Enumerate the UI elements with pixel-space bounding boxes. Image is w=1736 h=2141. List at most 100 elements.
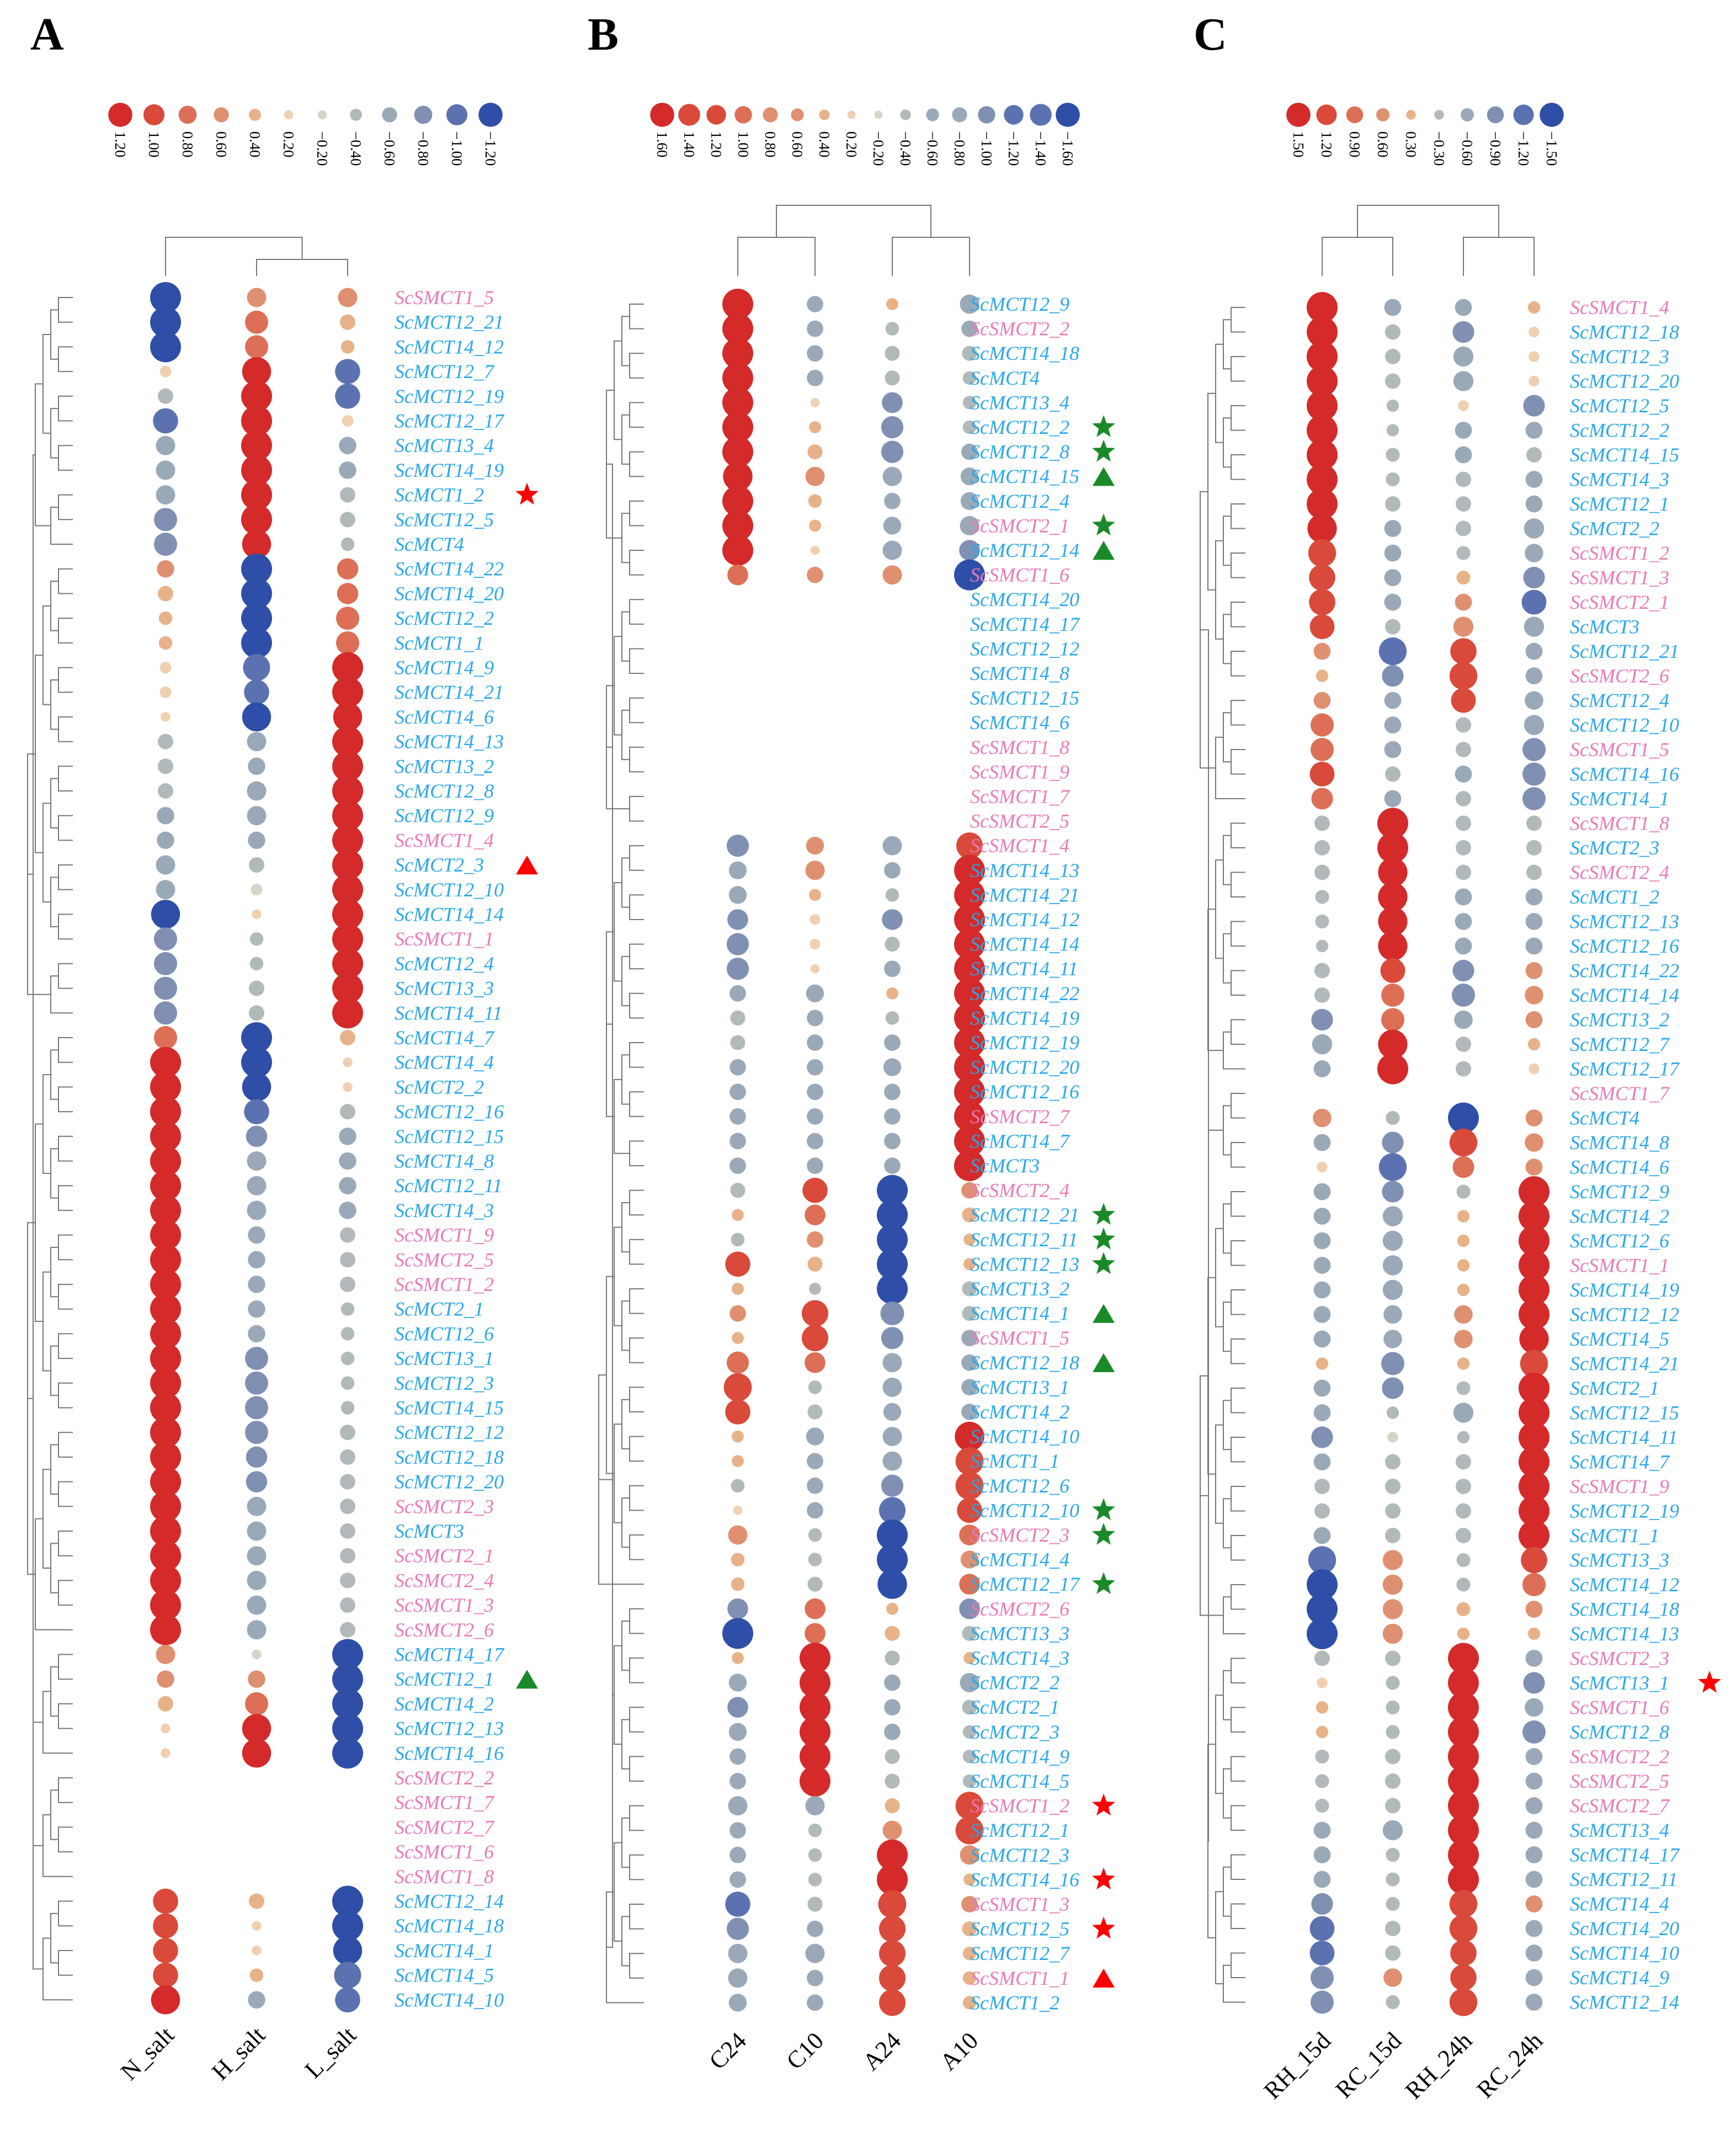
gene-label: ScSMCT1_1 [970,1967,1069,1989]
bubble [882,565,902,585]
bubble [248,1226,265,1244]
star-marker [1092,513,1115,536]
bubble [336,631,359,655]
bubble [807,1256,823,1272]
bubble [150,1392,181,1423]
legend-tick-label: 0.90 [1346,131,1363,157]
bubble [1377,832,1408,863]
gene-label: ScMCT12_3 [970,1844,1069,1866]
bubble [1377,1053,1408,1085]
bubble [1385,1454,1400,1470]
bubble [732,1209,744,1221]
bubble [805,1204,826,1226]
panel-B: B 1.60 1.40 1.20 1.00 0.80 0.60 0.40 0.20 −0.20 −0… [588,9,1115,2076]
bubble [248,1300,265,1318]
bubble [884,1108,901,1125]
bubble [1448,1717,1479,1747]
row-branch [1215,736,1239,799]
bubble [729,1773,746,1789]
legend-tick-label: −0.60 [381,131,398,166]
bubble [962,1725,977,1739]
bubble [338,288,358,307]
bubble [242,1739,271,1768]
row-branch [58,1703,66,1729]
bubble [150,1516,181,1547]
bubble [153,1888,178,1914]
bubble [1307,488,1338,519]
bubble [1386,1725,1400,1739]
gene-label: ScMCT14_19 [970,1007,1079,1029]
bubble [241,504,272,535]
column-label: A10 [935,2027,983,2075]
bubble [1529,375,1540,387]
bubble [732,1455,744,1468]
bubble [248,757,265,775]
bubble [962,1996,977,2010]
star-marker [1092,415,1115,437]
bubble [150,1170,181,1202]
bubble [728,1674,747,1692]
gene-label: ScMCT12_5 [970,1918,1069,1940]
gene-label: ScMCT14_2 [395,1693,494,1715]
row-branch [1231,454,1239,480]
bubble [153,1913,178,1938]
row-branch [1231,1019,1239,1045]
bubble [1385,1773,1400,1789]
legend-dot [1540,103,1564,127]
bubble [1315,890,1329,904]
legend-tick-label: 0.60 [213,131,230,157]
bubble [810,938,821,950]
legend-dot [1434,110,1444,120]
row-branch [1231,1535,1239,1561]
row-branch [42,1271,51,1372]
bubble [1378,931,1408,961]
row-branch [58,1333,66,1359]
bubble [1313,1208,1331,1225]
bubble [1307,415,1338,446]
bubble [885,1625,900,1641]
bubble [1314,864,1330,880]
bubble [1457,1234,1470,1247]
legend-tick-label: −1.60 [1059,131,1076,166]
bubble [244,679,269,705]
bubble [1525,1994,1543,2011]
bubble [1313,1871,1331,1888]
bubble [150,1046,181,1078]
gene-label: ScMCT12_20 [1570,370,1679,392]
bubble [732,1430,744,1443]
row-branch [1215,540,1223,640]
bubble [1313,692,1331,709]
bubble [1527,1627,1541,1640]
gene-label: ScSMCT1_2 [970,1795,1069,1817]
bubble [245,1692,268,1715]
gene-label: ScMCT14_21 [970,884,1079,906]
bubble [242,702,271,732]
bubble [150,1540,181,1571]
bubble [252,1921,262,1931]
gene-label: ScMCT12_12 [1570,1304,1679,1326]
bubble [878,1989,906,2016]
row-branch [1231,1289,1239,1315]
bubble [1316,1701,1329,1714]
bubble [1382,1131,1404,1154]
bubble [884,862,901,879]
gene-labels: ScMCT12_9ScSMCT2_2ScMCT14_18ScMCT4ScMCT1… [970,293,1080,2014]
row-branch [629,1386,637,1412]
bubble [1382,1377,1404,1399]
bubble [962,371,977,385]
bubble [807,1920,823,1937]
bubble [1448,1815,1479,1846]
bubble [156,855,175,875]
column-branch [1463,237,1535,276]
row-branch [50,1444,58,1495]
gene-label: ScSMCT2_1 [970,514,1069,536]
legend-dot [446,104,468,126]
legend-tick-label: 1.40 [681,131,697,157]
gene-label: ScMCT12_15 [1570,1402,1679,1424]
bubble [332,923,363,955]
legend-tick-label: 1.20 [1318,131,1335,157]
column-label: H_salt [206,2021,270,2085]
bubble [1525,1945,1543,1962]
bubble-grid [1307,292,1549,2016]
bubble [728,1943,748,1963]
